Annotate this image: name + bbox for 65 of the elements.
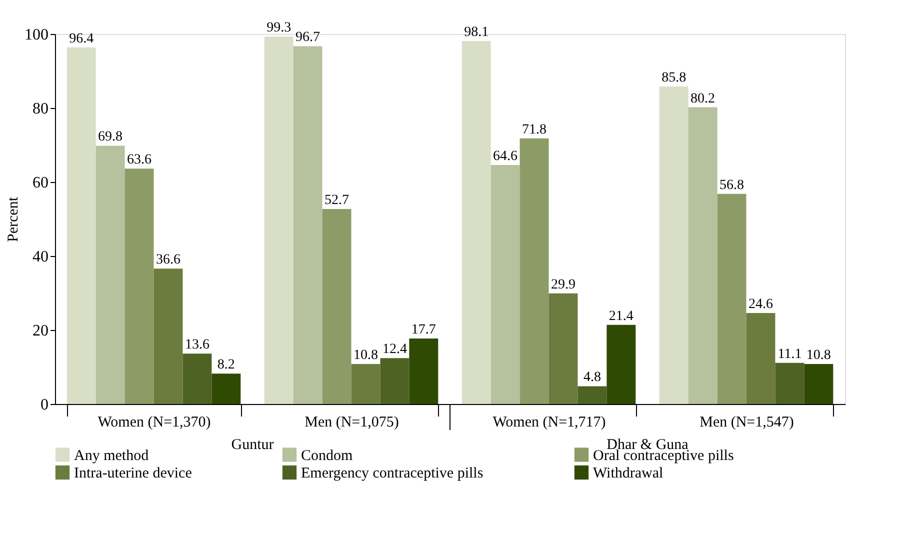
data-label: 85.8: [662, 70, 686, 86]
bar: [351, 364, 380, 404]
data-label: 69.8: [98, 130, 123, 145]
bar: [746, 312, 776, 404]
bar: [124, 168, 154, 404]
bar: [380, 358, 410, 404]
data-label: 52.7: [324, 193, 350, 208]
bar: [182, 354, 212, 404]
data-label: 4.8: [583, 370, 601, 386]
data-label: 80.2: [690, 91, 716, 106]
data-label: 36.6: [156, 252, 180, 268]
x-tick-label: Men (N=1,547): [700, 414, 794, 430]
data-label: 21.4: [608, 308, 634, 324]
data-label: 56.8: [720, 178, 744, 193]
data-label: 17.7: [411, 322, 436, 338]
data-label: 11.1: [778, 346, 802, 362]
bar: [293, 46, 322, 404]
data-label: 96.4: [69, 31, 94, 46]
y-tick-label: 40: [32, 248, 48, 266]
data-label: 10.8: [353, 348, 378, 364]
text: Guntur: [231, 437, 274, 453]
data-label: 63.6: [127, 152, 152, 168]
data-label: 98.1: [464, 25, 489, 40]
legend-label: Any method: [74, 448, 150, 464]
bar: [490, 164, 520, 404]
data-label: 64.6: [493, 148, 518, 164]
data-label: 24.6: [748, 296, 773, 312]
bar: [578, 386, 607, 404]
data-label: 96.7: [296, 30, 320, 46]
y-tick-label: 100: [24, 26, 48, 44]
y-tick-label: 20: [32, 322, 48, 340]
bar: [462, 41, 491, 404]
bar: [548, 293, 578, 404]
y-tick-label: 80: [32, 100, 48, 118]
bar: [606, 324, 636, 404]
bar: [264, 36, 294, 404]
bar: [66, 47, 96, 404]
bar: [96, 146, 125, 404]
bar: [154, 268, 183, 404]
y-axis-title: Percent: [6, 196, 22, 242]
data-label: 10.8: [806, 348, 831, 364]
bar: [520, 138, 549, 404]
bar: [409, 338, 438, 404]
bar: [322, 209, 352, 404]
data-label: 29.9: [550, 277, 576, 292]
legend-label: Emergency contraceptive pills: [301, 466, 484, 482]
y-tick-label: 0: [40, 396, 48, 414]
x-tick-label: Men (N=1,075): [304, 414, 399, 430]
y-tick-label: 60: [32, 174, 48, 192]
bar: [804, 364, 834, 404]
data-label: 12.4: [382, 342, 407, 358]
bar: [717, 194, 746, 404]
legend-label: Withdrawal: [593, 466, 664, 482]
x-tick-label: Women (N=1,717): [492, 414, 606, 430]
bar: [688, 107, 718, 404]
legend-label: Condom: [301, 448, 354, 464]
bar: [775, 362, 804, 404]
bar: [659, 86, 688, 404]
bar: [212, 374, 241, 404]
legend-label: Intra-uterine device: [74, 466, 192, 482]
data-label: 99.3: [266, 20, 292, 36]
data-label: 8.2: [217, 358, 235, 373]
x-tick-label: Women (N=1,370): [98, 414, 211, 430]
data-label: 71.8: [522, 122, 547, 138]
data-label: 13.6: [184, 338, 210, 353]
